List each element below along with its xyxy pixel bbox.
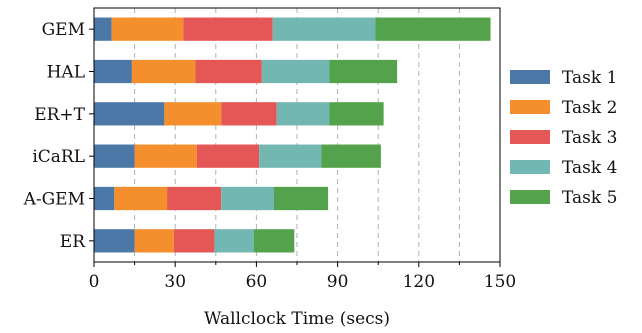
legend-label: Task 1 — [562, 68, 617, 88]
legend-label: Task 5 — [562, 188, 617, 208]
bar-ert-task-2 — [164, 102, 222, 126]
bar-agem-task-5 — [273, 186, 329, 211]
x-tick-label: 0 — [89, 272, 100, 292]
legend-swatch — [510, 130, 550, 144]
bar-gem-task-5 — [375, 17, 491, 41]
y-tick-label: GEM — [42, 20, 85, 40]
legend-swatch — [510, 190, 550, 204]
legend-swatch — [510, 100, 550, 114]
bar-er-task-3 — [173, 229, 215, 253]
y-tick-label: iCaRL — [32, 147, 85, 167]
bar-er-task-4 — [214, 229, 254, 253]
legend: Task 1 Task 2 Task 3 Task 4 Task 5 — [510, 68, 617, 208]
y-axis: GEM HAL ER+T iCaRL A-GEM ER — [23, 20, 94, 252]
x-tick-label: 90 — [327, 272, 349, 292]
bar-agem-task-3 — [167, 186, 222, 211]
bar-hal-task-1 — [94, 59, 132, 84]
y-tick-label: ER — [60, 232, 86, 252]
bar-ert-task-4 — [276, 102, 330, 126]
bar-ert-task-5 — [329, 102, 384, 126]
bars — [94, 17, 491, 253]
bar-gem-task-1 — [94, 17, 112, 41]
x-tick-label: 60 — [246, 272, 268, 292]
legend-swatch — [510, 160, 550, 174]
y-tick-label: ER+T — [34, 105, 85, 125]
x-tick-label: 120 — [403, 272, 435, 292]
bar-hal-task-5 — [329, 59, 398, 84]
bar-gem-task-4 — [272, 17, 376, 41]
y-tick-label: A-GEM — [23, 190, 85, 210]
bar-agem-task-4 — [221, 186, 274, 211]
bar-agem-task-1 — [94, 186, 115, 211]
x-axis: 0 30 60 90 120 150 — [89, 262, 516, 292]
x-axis-label: Wallclock Time (secs) — [204, 309, 390, 329]
x-tick-label: 150 — [484, 272, 516, 292]
bar-agem-task-2 — [114, 186, 168, 211]
bar-icarl-task-3 — [196, 144, 260, 168]
bar-icarl-task-1 — [94, 144, 135, 168]
bar-er-task-2 — [134, 229, 174, 253]
grid-lines — [134, 8, 460, 262]
x-tick-label: 30 — [164, 272, 186, 292]
legend-swatch — [510, 70, 550, 84]
y-tick-label: HAL — [47, 63, 85, 83]
bar-icarl-task-2 — [134, 144, 197, 168]
bar-icarl-task-4 — [259, 144, 322, 168]
bar-hal-task-4 — [261, 59, 330, 84]
bar-er-task-1 — [94, 229, 135, 253]
bar-gem-task-2 — [111, 17, 184, 41]
bar-ert-task-3 — [221, 102, 277, 126]
bar-gem-task-3 — [183, 17, 273, 41]
legend-label: Task 2 — [562, 98, 617, 118]
bar-ert-task-1 — [94, 102, 165, 126]
bar-icarl-task-5 — [321, 144, 381, 168]
bar-hal-task-2 — [131, 59, 196, 84]
legend-label: Task 3 — [562, 128, 617, 148]
bar-hal-task-3 — [195, 59, 262, 84]
bar-er-task-5 — [253, 229, 295, 253]
legend-label: Task 4 — [562, 158, 617, 178]
